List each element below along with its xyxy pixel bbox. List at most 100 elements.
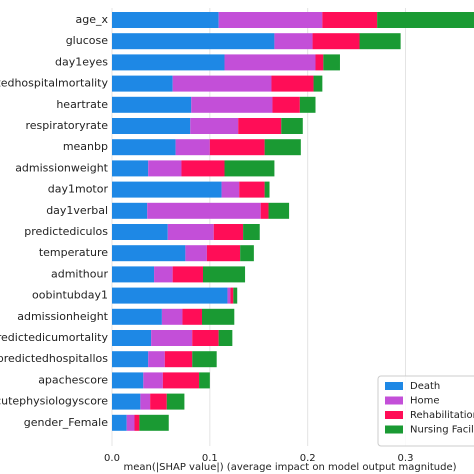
bar-segment — [112, 393, 141, 410]
bar-segment — [185, 245, 207, 262]
bar-segment — [112, 308, 162, 325]
y-tick-label: admithour — [51, 267, 108, 280]
bar-segment — [172, 266, 203, 283]
bar-segment — [221, 181, 240, 198]
y-tick-label: temperature — [39, 246, 108, 259]
bar-segment — [238, 118, 282, 134]
bar-segment — [218, 12, 323, 28]
bar-segment — [112, 96, 192, 113]
bar-segment — [227, 287, 231, 304]
bar-segment — [150, 393, 167, 410]
bar-segment — [112, 287, 228, 304]
legend-swatch — [385, 382, 403, 390]
legend-label: Death — [410, 381, 440, 392]
x-axis-label: mean(|SHAP value|) (average impact on mo… — [123, 462, 456, 473]
bar-segment — [112, 181, 222, 198]
bar-segment — [112, 54, 225, 71]
legend-label: Rehabilitation — [410, 410, 474, 421]
x-tick-label: 0.3 — [398, 453, 414, 464]
bar-segment — [199, 372, 210, 389]
legend-swatch — [385, 396, 403, 405]
bar-segment — [148, 351, 165, 368]
bar-segment — [112, 266, 155, 283]
bar-segment — [140, 393, 151, 410]
y-tick-label: oobintubday1 — [32, 289, 108, 302]
bar-segment — [202, 308, 235, 325]
y-tick-label: glucose — [66, 34, 109, 47]
y-tick-label: day1motor — [48, 183, 109, 196]
bar-segment — [143, 372, 163, 389]
y-tick-label: predictedhospitallos — [0, 352, 108, 365]
y-tick-label: apachescore — [38, 373, 108, 386]
bar-segment — [218, 330, 233, 346]
bar-segment — [112, 414, 127, 431]
bar-segment — [175, 139, 210, 156]
bar-segment — [274, 33, 313, 50]
bar-segment — [192, 351, 217, 368]
bar-segment — [190, 118, 239, 134]
bar-segment — [206, 245, 241, 262]
y-tick-label: predictedicumortality — [0, 331, 108, 344]
bar-segment — [112, 351, 149, 368]
y-tick-label: meanbp — [63, 140, 108, 153]
bar-segment — [162, 372, 200, 389]
bar-segment — [112, 33, 275, 50]
y-tick-label: admissionheight — [17, 310, 108, 323]
x-tick-label: 0.0 — [104, 453, 120, 464]
bar-segment — [167, 224, 214, 240]
bar-segment — [224, 54, 316, 71]
legend-label: Home — [410, 396, 440, 407]
bar-segment — [233, 287, 238, 304]
bar-segment — [268, 202, 290, 219]
y-tick-label: gender_Female — [24, 416, 108, 429]
x-tick-label: 0.2 — [300, 453, 316, 464]
bar-segment — [112, 12, 219, 28]
bar-segment — [260, 202, 269, 219]
y-tick-label: heartrate — [56, 98, 108, 111]
bar-segment — [299, 96, 316, 113]
bar-segment — [112, 245, 186, 262]
bar-segment — [359, 33, 401, 50]
bar-segment — [151, 330, 193, 346]
bar-segment — [166, 393, 185, 410]
bar-segment — [112, 330, 152, 346]
bar-segment — [240, 245, 254, 262]
bar-segment — [230, 287, 234, 304]
bar-segment — [264, 181, 270, 198]
bar-segment — [126, 414, 135, 431]
y-tick-label: predictediculos — [24, 225, 108, 238]
bar-segment — [112, 160, 149, 177]
legend-swatch — [385, 425, 403, 434]
bar-segment — [139, 414, 169, 431]
y-tick-label: predictedhospitalmortality — [0, 77, 108, 90]
bar-segment — [112, 75, 173, 92]
y-tick-label: age_x — [75, 13, 108, 26]
bar-segment — [224, 160, 275, 177]
bar-segment — [112, 139, 176, 156]
bar-segment — [213, 224, 244, 240]
bar-segment — [147, 202, 261, 219]
bar-segment — [112, 202, 148, 219]
bar-segment — [112, 118, 191, 134]
y-tick-label: acutephysiologyscore — [0, 395, 108, 408]
y-tick-label: day1eyes — [55, 55, 108, 68]
bar-segment — [315, 54, 324, 71]
legend-swatch — [385, 411, 403, 419]
bar-segment — [172, 75, 272, 92]
bar-segment — [112, 224, 168, 240]
bar-segment — [209, 139, 265, 156]
y-tick-label: day1verbal — [46, 204, 108, 217]
bar-segment — [112, 372, 144, 389]
bar-segment — [322, 12, 378, 28]
bar-segment — [239, 181, 265, 198]
bar-segment — [272, 96, 300, 113]
bar-segment — [191, 96, 273, 113]
bar-segment — [281, 118, 303, 134]
bar-segment — [377, 12, 474, 28]
bar-segment — [271, 75, 314, 92]
bar-segment — [134, 414, 140, 431]
bar-segment — [148, 160, 182, 177]
bar-segment — [182, 308, 203, 325]
bar-segment — [161, 308, 183, 325]
